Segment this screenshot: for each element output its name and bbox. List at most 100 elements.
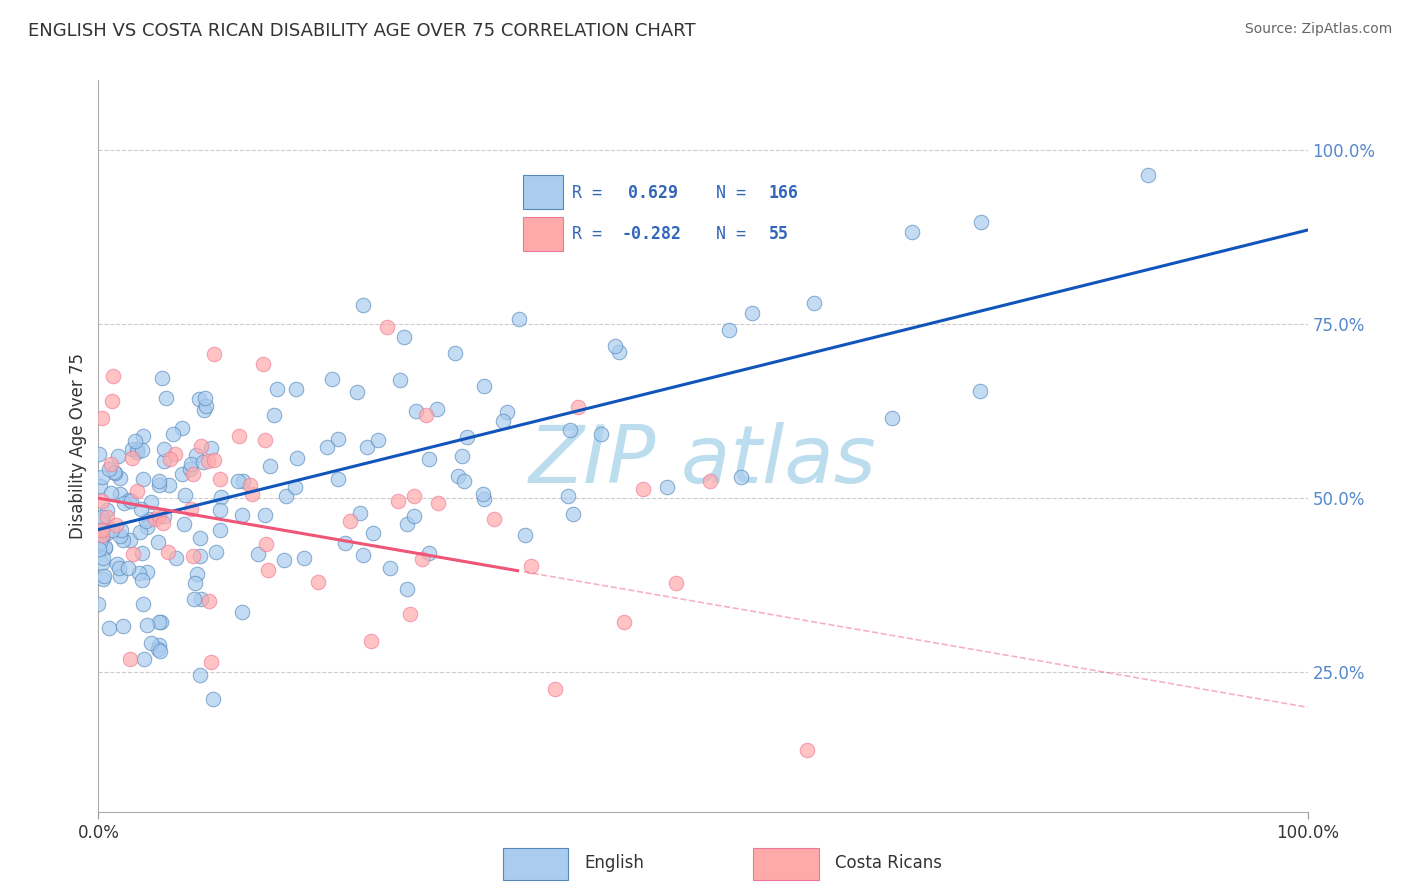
Point	[562, 507, 585, 521]
Point	[107, 449, 129, 463]
Point	[125, 442, 148, 456]
Point	[352, 298, 374, 312]
Point	[456, 430, 478, 444]
Point	[101, 523, 124, 537]
Point	[201, 691, 224, 706]
Point	[657, 481, 679, 495]
Point	[93, 541, 115, 555]
Point	[257, 563, 280, 577]
Text: 166: 166	[769, 184, 799, 202]
Point	[98, 621, 121, 635]
Point	[796, 743, 818, 757]
Point	[388, 373, 411, 387]
Point	[90, 470, 112, 484]
Point	[165, 551, 187, 566]
Point	[108, 569, 131, 583]
Point	[128, 566, 150, 581]
Point	[197, 454, 219, 468]
Point	[91, 557, 114, 571]
Point	[132, 597, 155, 611]
Point	[415, 408, 437, 422]
Point	[188, 668, 211, 682]
Point	[367, 434, 389, 448]
Point	[333, 535, 356, 549]
Point	[120, 533, 142, 547]
Point	[402, 489, 425, 503]
Point	[193, 403, 215, 417]
Point	[284, 480, 307, 494]
Point	[153, 509, 176, 524]
Point	[110, 523, 132, 537]
Point	[969, 215, 991, 229]
Text: R =: R =	[572, 184, 602, 202]
Point	[321, 372, 343, 386]
Text: N =: N =	[716, 184, 747, 202]
Point	[112, 533, 135, 548]
Point	[131, 429, 153, 443]
Point	[170, 421, 193, 435]
Text: ZIP atlas: ZIP atlas	[529, 422, 877, 500]
FancyBboxPatch shape	[503, 848, 568, 880]
Point	[292, 551, 315, 566]
Point	[170, 467, 193, 481]
Point	[118, 492, 141, 507]
Point	[152, 516, 174, 530]
Point	[191, 455, 214, 469]
Point	[121, 450, 143, 465]
Point	[89, 479, 111, 493]
Point	[472, 486, 495, 500]
Point	[188, 392, 211, 407]
Point	[209, 502, 232, 516]
Point	[110, 471, 132, 485]
Point	[90, 513, 112, 527]
Point	[202, 453, 225, 467]
Point	[135, 514, 157, 528]
Point	[105, 557, 128, 571]
FancyBboxPatch shape	[754, 848, 818, 880]
Point	[148, 474, 170, 488]
Point	[118, 651, 141, 665]
Point	[194, 392, 217, 406]
Point	[239, 477, 262, 491]
Point	[146, 534, 169, 549]
Point	[508, 312, 530, 326]
Point	[197, 594, 219, 608]
Point	[139, 635, 162, 649]
Point	[200, 655, 222, 669]
Point	[307, 575, 329, 590]
Point	[315, 441, 337, 455]
Point	[375, 320, 398, 334]
Point	[200, 442, 222, 456]
Point	[240, 487, 263, 501]
Point	[247, 548, 270, 562]
Point	[326, 472, 349, 486]
Point	[181, 549, 204, 564]
Point	[112, 496, 135, 510]
Text: Source: ZipAtlas.com: Source: ZipAtlas.com	[1244, 22, 1392, 37]
Point	[152, 370, 174, 384]
Point	[100, 457, 122, 471]
Point	[356, 440, 378, 454]
Point	[558, 423, 581, 437]
Point	[96, 510, 118, 524]
Point	[273, 553, 295, 567]
Point	[149, 644, 172, 658]
Point	[132, 472, 155, 486]
Point	[188, 549, 211, 564]
Point	[399, 607, 422, 622]
Point	[361, 526, 384, 541]
Point	[87, 447, 110, 461]
Point	[184, 576, 207, 591]
Point	[443, 346, 465, 360]
Point	[263, 409, 285, 423]
Point	[411, 552, 433, 566]
Point	[180, 501, 202, 516]
Point	[131, 545, 153, 559]
Point	[202, 346, 225, 360]
Point	[108, 487, 131, 501]
Point	[93, 569, 115, 583]
Point	[589, 427, 612, 442]
Point	[803, 296, 825, 310]
Point	[153, 442, 176, 456]
Point	[969, 384, 991, 398]
